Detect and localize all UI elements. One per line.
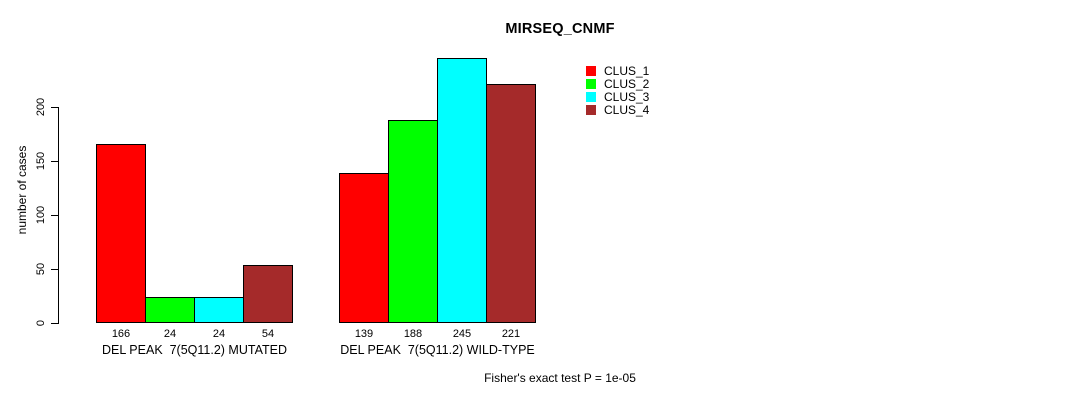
y-tick [51, 161, 58, 162]
bar-clus_4-group2 [486, 84, 536, 323]
y-axis-line [58, 107, 59, 324]
y-tick [51, 107, 58, 108]
group-label: DEL PEAK 7(5Q11.2) MUTATED [101, 343, 287, 357]
legend-swatch-icon [586, 91, 596, 102]
bar-value-label: 166 [111, 328, 131, 340]
y-tick [51, 215, 58, 216]
y-tick-label: 50 [35, 262, 47, 276]
legend-row-clus_3: CLUS_3 [586, 89, 650, 104]
bar-value-label: 139 [354, 328, 374, 340]
bar-value-label: 188 [403, 328, 423, 340]
group-label: DEL PEAK 7(5Q11.2) WILD-TYPE [340, 343, 535, 357]
bar-value-label: 221 [501, 328, 521, 340]
y-tick [51, 269, 58, 270]
legend-row-clus_4: CLUS_4 [586, 102, 650, 117]
y-tick-label: 200 [35, 97, 47, 117]
legend-swatch-icon [586, 78, 596, 89]
bar-value-label: 24 [212, 328, 226, 340]
y-tick-label: 0 [35, 319, 47, 327]
bar-value-label: 245 [452, 328, 472, 340]
legend-label: CLUS_2 [604, 76, 650, 91]
legend-row-clus_1: CLUS_1 [586, 63, 650, 78]
bar-clus_2-group2 [388, 120, 438, 323]
y-tick-label: 100 [35, 205, 47, 225]
bar-value-label: 24 [163, 328, 177, 340]
legend-swatch-icon [586, 65, 596, 76]
y-tick-label: 150 [35, 151, 47, 171]
fisher-test-annotation: Fisher's exact test P = 1e-05 [484, 371, 636, 385]
legend-label: CLUS_1 [604, 63, 650, 78]
legend-swatch-icon [586, 104, 596, 115]
legend-label: CLUS_4 [604, 102, 650, 117]
legend: CLUS_1 CLUS_2 CLUS_3 CLUS_4 [586, 63, 650, 117]
bar-clus_3-group1 [194, 297, 244, 323]
bar-clus_2-group1 [145, 297, 195, 323]
y-axis-label: number of cases [15, 145, 29, 235]
legend-label: CLUS_3 [604, 89, 650, 104]
bar-value-label: 54 [261, 328, 275, 340]
bar-clus_1-group1 [96, 144, 146, 323]
bar-clus_3-group2 [437, 58, 487, 323]
legend-row-clus_2: CLUS_2 [586, 76, 650, 91]
bar-clus_4-group1 [243, 265, 293, 323]
chart-title: MIRSEQ_CNMF [505, 21, 615, 37]
bar-clus_1-group2 [339, 173, 389, 323]
y-tick [51, 323, 58, 324]
